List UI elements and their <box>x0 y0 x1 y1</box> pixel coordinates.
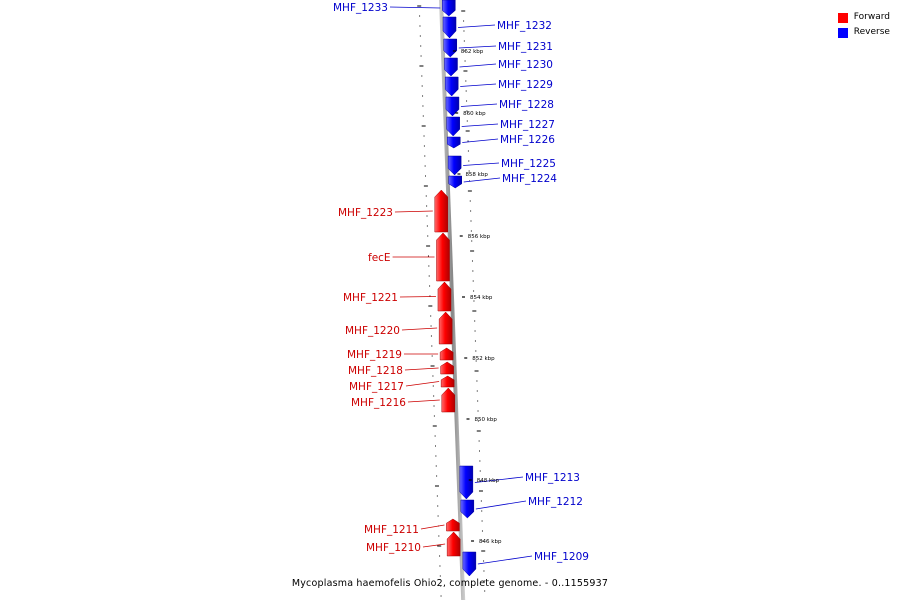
gene-leader-line <box>399 296 436 298</box>
gene-block <box>442 16 457 39</box>
gene-label: MHF_1216 <box>351 397 406 409</box>
forward-swatch <box>837 12 848 23</box>
coordinate-tick-label: 852 kbp <box>472 356 495 362</box>
gene-label: MHF_1209 <box>534 551 589 563</box>
gene-leader-line <box>422 543 446 548</box>
gene-leader-line <box>459 63 497 68</box>
coordinate-tick-label: 848 kbp <box>477 478 500 484</box>
gene-block <box>434 189 449 233</box>
gene-label: MHF_1218 <box>348 365 403 377</box>
gene-leader-line <box>404 367 439 371</box>
gene-label: MHF_1212 <box>528 496 583 508</box>
gene-label: MHF_1223 <box>338 207 393 219</box>
gene-block <box>438 311 453 345</box>
legend-label-reverse: Reverse <box>853 27 890 37</box>
gene-leader-line <box>461 123 499 127</box>
gene-block <box>439 347 454 361</box>
gene-leader-line <box>460 83 497 87</box>
gene-block <box>448 175 462 189</box>
gene-block <box>442 0 456 17</box>
gene-label: MHF_1224 <box>502 173 557 185</box>
gene-label: MHF_1217 <box>349 381 404 393</box>
gene-block <box>443 38 458 58</box>
gene-block <box>436 232 450 282</box>
gene-leader-line <box>394 210 433 213</box>
gene-block <box>462 551 477 577</box>
gene-leader-line <box>457 24 496 28</box>
gene-leader-line <box>477 555 533 565</box>
gene-block <box>447 136 461 149</box>
coordinate-tick-label: 862 kbp <box>461 49 484 55</box>
legend-label-forward: Forward <box>853 12 890 22</box>
gene-leader-line <box>458 45 497 49</box>
coordinate-tick-label: 850 kbp <box>475 417 498 423</box>
gene-label: MHF_1229 <box>498 79 553 91</box>
gene-block <box>437 281 452 312</box>
gene-block <box>444 76 459 97</box>
gene-block <box>460 499 475 519</box>
gene-label: MHF_1233 <box>333 2 388 14</box>
legend-item-forward: Forward <box>837 10 890 25</box>
gene-leader-line <box>401 327 438 331</box>
gene-leader-line <box>462 138 499 143</box>
gene-block <box>446 531 461 557</box>
reverse-swatch <box>837 27 848 38</box>
gene-leader-line <box>407 399 440 403</box>
axis-line <box>439 0 466 600</box>
map-caption: Mycoplasma haemofelis Ohio2, complete ge… <box>291 578 609 589</box>
coordinate-tick-label: 856 kbp <box>468 234 491 240</box>
gene-label: MHF_1226 <box>500 134 555 146</box>
gene-label: MHF_1227 <box>500 119 555 131</box>
gene-leader-line <box>420 524 445 530</box>
gene-block <box>441 387 456 413</box>
gene-block <box>440 375 455 388</box>
gene-leader-line <box>463 177 501 183</box>
gene-leader-line <box>463 162 500 166</box>
tick-labels: 862 kbp 860 kbp 858 kbp 856 kbp 854 kbp 852 k… <box>452 49 502 545</box>
gene-leader-line <box>474 476 524 483</box>
gene-leader-line <box>389 6 441 9</box>
gene-leader-line <box>460 103 498 107</box>
gene-label: fecE <box>368 252 391 264</box>
gene-label: MHF_1213 <box>525 472 580 484</box>
gene-label: MHF_1230 <box>498 59 553 71</box>
genome-axis <box>439 0 466 600</box>
gene-label: MHF_1231 <box>498 41 553 53</box>
gene-features: MHF_1233 MHF_1232 MHF_1231 MHF_1230 MHF_1229… <box>333 0 589 577</box>
coordinate-tick-label: 858 kbp <box>465 172 488 178</box>
coordinate-tick-label: 860 kbp <box>463 111 486 117</box>
coordinate-tick-label: 854 kbp <box>470 295 493 301</box>
coordinate-tick-label: 846 kbp <box>479 539 502 545</box>
gene-leader-line <box>475 500 527 510</box>
gene-label: MHF_1219 <box>347 349 402 361</box>
gene-label: MHF_1211 <box>364 524 419 536</box>
legend: Forward Reverse <box>837 10 890 40</box>
gene-label: MHF_1221 <box>343 292 398 304</box>
legend-item-reverse: Reverse <box>837 25 890 40</box>
gene-label: MHF_1220 <box>345 325 400 337</box>
gene-label: MHF_1225 <box>501 158 556 170</box>
gene-block <box>446 116 460 137</box>
gene-leader-line <box>405 381 440 387</box>
gene-label: MHF_1210 <box>366 542 421 554</box>
gene-label: MHF_1232 <box>497 20 552 32</box>
gene-label: MHF_1228 <box>499 99 554 111</box>
gene-block <box>444 57 458 77</box>
gene-block <box>459 465 474 500</box>
gene-block <box>440 361 454 375</box>
tick-marks <box>417 5 486 597</box>
gene-block <box>446 518 460 532</box>
gene-block <box>447 155 462 176</box>
